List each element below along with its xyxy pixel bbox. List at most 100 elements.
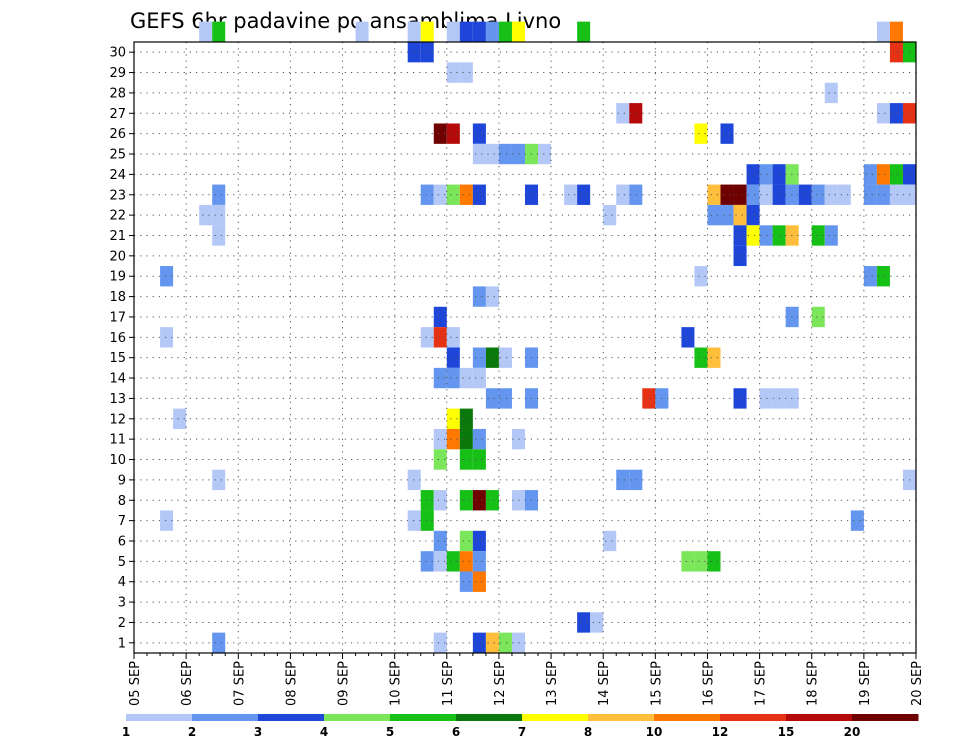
x-tick-label: 13 SEP	[545, 661, 560, 706]
y-tick-label: 11	[109, 433, 126, 448]
y-axis: 1234567891011121314151617181920212223242…	[109, 46, 134, 651]
heatmap-cell	[459, 449, 473, 470]
heatmap-cell	[459, 184, 473, 205]
legend-label: 15	[778, 725, 795, 739]
heatmap-cell	[811, 184, 825, 205]
heatmap-cell	[498, 143, 512, 165]
y-tick-label: 5	[118, 555, 126, 570]
heatmap-cell	[433, 490, 447, 511]
heatmap-cell	[420, 490, 434, 511]
legend-swatch	[456, 714, 523, 721]
heatmap-cell	[824, 82, 838, 104]
heatmap-cell	[459, 408, 473, 429]
heatmap-cell	[733, 245, 747, 267]
y-tick-label: 4	[118, 575, 126, 590]
heatmap-cell	[446, 551, 460, 572]
heatmap-cell	[160, 327, 174, 348]
heatmap-cell	[420, 327, 434, 348]
heatmap-cell	[485, 143, 499, 165]
y-tick-label: 10	[109, 453, 126, 468]
y-tick-label: 16	[109, 331, 126, 346]
legend-label: 7	[518, 725, 526, 739]
x-tick-label: 16 SEP	[701, 661, 716, 706]
legend-label: 8	[584, 725, 592, 739]
y-tick-label: 2	[118, 616, 126, 631]
heatmap-cell	[498, 21, 512, 42]
legend-label: 10	[646, 725, 663, 739]
heatmap-cell	[472, 428, 486, 450]
y-tick-label: 6	[118, 534, 126, 549]
heatmap-cell	[212, 632, 226, 653]
heatmap-cell	[889, 164, 903, 185]
heatmap-cell	[577, 612, 591, 633]
heatmap-cell	[616, 184, 630, 205]
heatmap-cell	[564, 184, 578, 205]
heatmap-cell	[889, 42, 903, 63]
legend-swatch	[522, 714, 589, 721]
heatmap-cell	[472, 571, 486, 592]
heatmap-cell	[433, 184, 447, 205]
heatmap-cell	[173, 408, 187, 429]
y-tick-label: 8	[118, 494, 126, 509]
heatmap-cell	[459, 530, 473, 552]
heatmap-cell	[433, 123, 447, 144]
x-tick-label: 07 SEP	[232, 661, 247, 706]
heatmap-cell	[889, 21, 903, 42]
heatmap-cell	[212, 469, 226, 491]
heatmap-cell	[694, 347, 708, 368]
heatmap-cell	[459, 21, 473, 42]
heatmap-cell	[472, 490, 486, 511]
heatmap-cell	[863, 184, 877, 205]
legend-swatch	[324, 714, 391, 721]
heatmap-cell	[485, 21, 499, 42]
heatmap-cell	[212, 184, 226, 205]
x-tick-label: 18 SEP	[806, 661, 821, 706]
y-tick-label: 24	[109, 168, 126, 183]
y-tick-label: 12	[109, 412, 126, 427]
heatmap-cell	[759, 184, 773, 205]
heatmap-cell	[498, 632, 512, 653]
heatmap-cell	[472, 347, 486, 368]
heatmap-cell	[811, 306, 825, 328]
heatmap-cell	[446, 123, 460, 144]
heatmap-cell	[577, 184, 591, 205]
heatmap-cell	[459, 428, 473, 450]
legend-swatch	[852, 714, 919, 721]
heatmap-cell	[472, 143, 486, 165]
heatmap-cell	[433, 632, 447, 653]
heatmap-cell	[472, 449, 486, 470]
heatmap-cell	[472, 21, 486, 42]
heatmap-cell	[472, 551, 486, 572]
heatmap-cell	[889, 103, 903, 124]
x-tick-label: 06 SEP	[180, 661, 195, 706]
heatmap-cell	[681, 327, 695, 348]
y-tick-label: 30	[109, 46, 126, 61]
heatmap-cell	[420, 510, 434, 531]
heatmap-cell	[498, 388, 512, 409]
x-tick-label: 10 SEP	[389, 661, 404, 706]
heatmap-cell	[876, 164, 890, 185]
heatmap-cell	[837, 184, 851, 205]
heatmap-cell	[720, 123, 734, 144]
y-tick-label: 26	[109, 127, 126, 142]
y-tick-label: 18	[109, 290, 126, 305]
heatmap-cell	[694, 266, 708, 287]
legend-label: 4	[320, 725, 328, 739]
legend-label: 12	[712, 725, 729, 739]
x-axis: 05 SEP 06 SEP 07 SEP 08 SEP 09 SEP 10 SEP 11 S…	[128, 653, 925, 706]
y-tick-label: 27	[109, 107, 126, 122]
heatmap-cell	[407, 510, 421, 531]
legend-swatch	[192, 714, 259, 721]
heatmap-cell	[603, 204, 617, 226]
y-tick-label: 21	[109, 229, 126, 244]
legend-label: 1	[122, 725, 130, 739]
heatmap-cell	[459, 367, 473, 389]
heatmap-cell	[876, 21, 890, 42]
heatmap-cell	[733, 388, 747, 409]
heatmap-cell	[459, 571, 473, 592]
heatmap-cell	[538, 143, 552, 165]
heatmap-cell	[746, 225, 760, 246]
y-tick-label: 15	[109, 351, 126, 366]
heatmap-cell	[707, 184, 721, 205]
heatmap-cell	[511, 21, 525, 42]
